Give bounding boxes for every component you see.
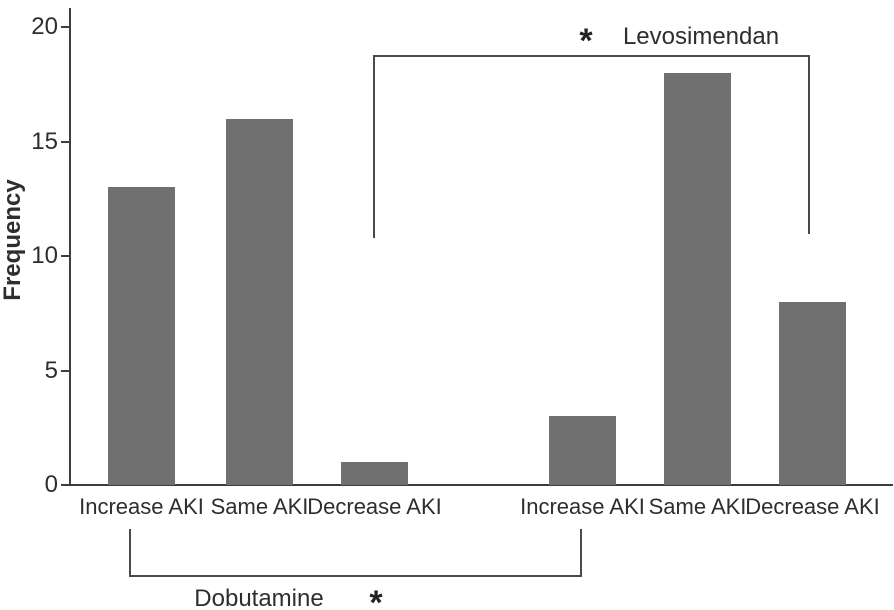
- y-axis-tick: [61, 26, 70, 28]
- y-tick-label: 0: [44, 471, 58, 498]
- bracket-top-right-leg: [808, 55, 810, 234]
- bracket-label-levosimendan: Levosimendan: [622, 23, 780, 50]
- bracket-bottom-right-leg: [580, 529, 582, 577]
- significance-asterisk-top: *: [579, 22, 593, 60]
- x-tick-label: Decrease AKI: [745, 494, 880, 519]
- y-axis-tick: [61, 484, 70, 486]
- x-axis-line: [69, 484, 893, 486]
- x-tick-label: Increase AKI: [79, 494, 204, 519]
- bar: [226, 119, 293, 485]
- bar: [664, 73, 731, 485]
- bar: [549, 416, 616, 485]
- bracket-bottom-horizontal-line: [129, 575, 582, 577]
- x-tick-label: Same AKI: [648, 494, 747, 519]
- y-tick-label: 5: [44, 357, 58, 384]
- bracket-bottom-left-leg: [129, 529, 131, 577]
- bar: [108, 187, 175, 485]
- y-axis-tick: [61, 370, 70, 372]
- bar: [779, 302, 846, 485]
- y-axis-line: [69, 8, 71, 486]
- bracket-top-horizontal-line: [373, 55, 810, 57]
- y-tick-label: 15: [31, 128, 58, 155]
- bracket-top-left-leg: [373, 55, 375, 238]
- y-tick-label: 10: [31, 242, 58, 269]
- y-tick-label: 20: [31, 13, 58, 40]
- x-tick-label: Same AKI: [210, 494, 309, 519]
- y-axis-tick: [61, 141, 70, 143]
- significance-asterisk-bottom: *: [369, 584, 383, 610]
- y-axis-title: Frequency: [0, 179, 26, 301]
- bar: [341, 462, 408, 485]
- x-tick-label: Decrease AKI: [307, 494, 442, 519]
- x-tick-label: Increase AKI: [520, 494, 645, 519]
- y-axis-tick: [61, 255, 70, 257]
- bracket-label-dobutamine: Dobutamine: [194, 585, 324, 610]
